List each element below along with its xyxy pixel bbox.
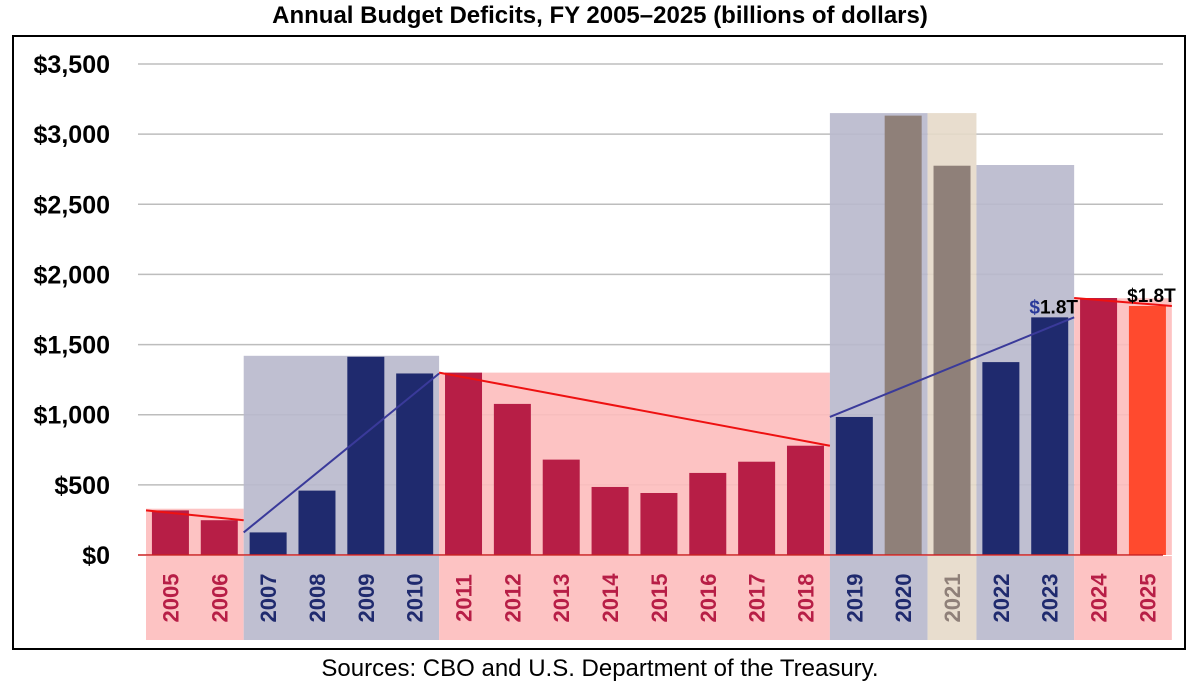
bar-2014 (591, 486, 629, 555)
y-tick-label: $2,500 (34, 191, 110, 219)
x-tick-label-2009: 2009 (354, 574, 379, 623)
y-tick-label: $500 (54, 472, 110, 500)
bar-2008 (298, 490, 336, 555)
x-tick-label-2024: 2024 (1087, 573, 1112, 623)
x-tick-label-2014: 2014 (598, 573, 623, 623)
period-label-band (243, 556, 440, 640)
bar-2022 (982, 362, 1020, 555)
x-tick-label-2006: 2006 (207, 574, 232, 623)
bar-2012 (493, 403, 531, 555)
data-label: $1.8T (1127, 286, 1176, 307)
x-tick-label-2020: 2020 (891, 574, 916, 623)
trend-line (1074, 296, 1172, 307)
x-tick-label-2012: 2012 (500, 574, 525, 623)
x-tick-label-2010: 2010 (403, 574, 428, 623)
period-label-band (439, 556, 830, 640)
period-label-band (146, 556, 244, 640)
x-tick-label-2025: 2025 (1135, 574, 1160, 623)
x-tick-label-2019: 2019 (842, 574, 867, 623)
x-tick-label-2007: 2007 (256, 574, 281, 623)
bar-2009 (347, 356, 385, 555)
y-tick-label: $1,000 (34, 402, 110, 430)
trend-line (145, 509, 244, 522)
source-note: Sources: CBO and U.S. Department of the … (321, 655, 879, 682)
x-tick-label-2015: 2015 (647, 574, 672, 623)
x-tick-label-2016: 2016 (696, 574, 721, 623)
bar-2006 (200, 520, 238, 555)
x-tick-label-2011: 2011 (452, 574, 477, 622)
trend-line (243, 372, 440, 534)
y-tick-label: $3,000 (34, 121, 110, 149)
bar-2015 (640, 492, 678, 555)
y-tick-label: $0 (82, 542, 110, 570)
period-label-band (976, 556, 1075, 640)
bar-2020 (884, 115, 922, 555)
chart-frame (12, 35, 1186, 650)
bar-2024 (1080, 297, 1118, 555)
y-tick-label: $3,500 (34, 51, 110, 79)
x-tick-label-2008: 2008 (305, 574, 330, 623)
bar-2016 (689, 472, 727, 555)
data-label: $1.8T (1029, 297, 1078, 318)
bar-2011 (445, 372, 483, 555)
bar-2013 (542, 459, 580, 555)
trend-line (829, 316, 1075, 418)
y-tick-label: $1,500 (34, 332, 110, 360)
bar-2018 (786, 445, 824, 555)
x-tick-label-2022: 2022 (989, 574, 1014, 623)
period-label-band (1074, 556, 1172, 640)
bar-2010 (396, 373, 434, 555)
bar-2023 (1031, 317, 1069, 555)
period-label-band (927, 556, 977, 640)
trend-line (438, 371, 831, 447)
x-tick-label-2018: 2018 (793, 574, 818, 623)
x-tick-label-2005: 2005 (158, 574, 183, 623)
bar-2017 (738, 461, 776, 555)
bar-2021 (933, 165, 971, 555)
x-tick-label-2023: 2023 (1038, 574, 1063, 623)
y-tick-label: $2,000 (34, 261, 110, 289)
bar-2005 (151, 510, 189, 555)
bar-2007 (249, 532, 287, 555)
period-label-band (829, 556, 928, 640)
bar-2019 (835, 416, 873, 555)
x-tick-label-2017: 2017 (745, 574, 770, 623)
chart-title: Annual Budget Deficits, FY 2005–2025 (bi… (272, 2, 928, 29)
x-tick-label-2013: 2013 (549, 574, 574, 623)
bar-2025 (1128, 305, 1166, 555)
x-tick-label-2021: 2021 (940, 574, 965, 623)
